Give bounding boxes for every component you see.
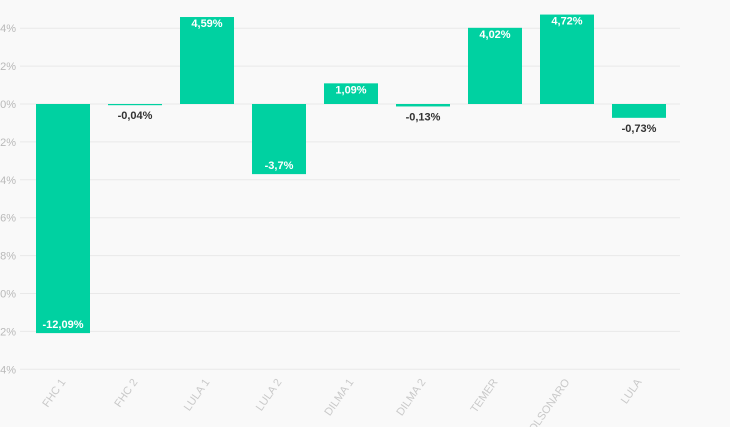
bar [540,14,594,104]
category-label: DILMA 1 [322,377,356,418]
category-label: TEMER [469,377,501,415]
data-label: 4,59% [191,18,222,30]
bars [36,14,666,334]
bar [180,17,234,104]
y-tick-label: 2% [0,61,16,73]
data-label: -12,09% [43,319,84,331]
bar [108,104,162,106]
y-tick-label: 0% [0,99,16,111]
category-label: LULA [619,376,645,406]
data-label: -0,04% [118,110,153,122]
category-label: FHC 2 [112,377,140,410]
y-axis-ticks: 4% 2% 0% -2% -4% -6% -8% -10% -12% -14% [0,23,16,376]
x-axis-categories: FHC 1 FHC 2 LULA 1 LULA 2 DILMA 1 DILMA 2 TEME… [40,376,644,427]
category-label: DILMA 2 [394,377,428,418]
category-label: LULA 1 [182,377,213,413]
category-label: LULA 2 [254,377,285,413]
bar [324,83,378,104]
y-tick-label: -10% [0,289,16,301]
category-label: BOLSONARO [523,376,573,427]
data-label: 4,02% [479,29,510,41]
bar [612,104,666,118]
y-tick-label: -2% [0,137,16,149]
data-label: 4,72% [551,16,582,28]
y-tick-label: -8% [0,251,16,263]
bar [252,104,306,175]
y-tick-label: -6% [0,213,16,225]
y-tick-label: 4% [0,23,16,35]
bar [36,104,90,334]
data-label: 1,09% [335,84,366,96]
bar [396,104,450,107]
y-tick-label: -14% [0,364,16,376]
bar [468,27,522,104]
y-tick-label: -12% [0,326,16,338]
category-label: FHC 1 [40,377,68,410]
data-labels: -12,09% -0,04% 4,59% -3,7% 1,09% -0,13% 4,02% 4… [43,16,657,332]
data-label: -0,13% [406,111,441,123]
data-label: -0,73% [622,123,657,135]
y-tick-label: -4% [0,175,16,187]
data-label: -3,7% [265,160,294,172]
